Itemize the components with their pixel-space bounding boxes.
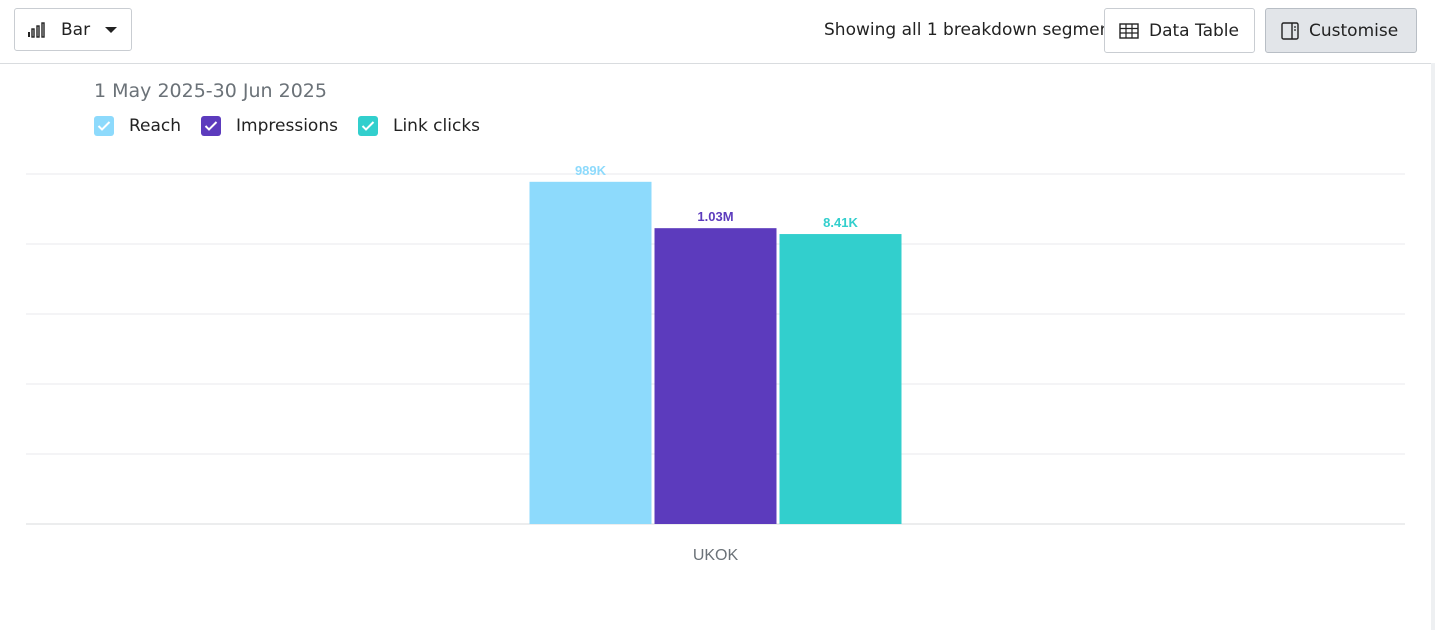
- category-label: UKOK: [693, 547, 739, 564]
- data-table-label: Data Table: [1149, 20, 1239, 41]
- legend-item-impressions[interactable]: Impressions: [201, 116, 338, 136]
- data-label: 1.03M: [697, 209, 733, 224]
- chart-type-label: Bar: [61, 19, 91, 40]
- data-label: 989K: [575, 163, 607, 178]
- legend-label: Impressions: [236, 116, 338, 136]
- checkbox-icon[interactable]: [201, 116, 222, 136]
- data-table-button[interactable]: Data Table: [1104, 8, 1255, 53]
- customise-label: Customise: [1309, 20, 1399, 41]
- checkbox-icon[interactable]: [357, 116, 378, 136]
- table-icon: [1119, 22, 1139, 39]
- legend-label: Reach: [129, 116, 182, 136]
- bar-reach[interactable]: [529, 181, 652, 524]
- bar-chart-icon: [28, 21, 45, 38]
- bar-link-clicks[interactable]: [779, 234, 902, 524]
- legend-item-reach[interactable]: Reach: [94, 116, 181, 136]
- customise-button[interactable]: Customise: [1265, 8, 1417, 53]
- scrollbar-track[interactable]: [1431, 63, 1435, 630]
- legend-item-link-clicks[interactable]: Link clicks: [357, 116, 481, 136]
- bar-chart: 989K 1.03M 8.41K UKOK: [26, 163, 1405, 564]
- data-label: 8.41K: [823, 215, 858, 230]
- date-range-label: 1 May 2025-30 Jun 2025: [94, 80, 327, 102]
- caret-down-icon: [105, 26, 118, 33]
- checkbox-icon[interactable]: [94, 116, 114, 136]
- legend-label: Link clicks: [392, 116, 481, 136]
- breakdown-segment-status: Showing all 1 breakdown segment: [824, 20, 1118, 40]
- bar-impressions[interactable]: [654, 228, 777, 525]
- chart-toolbar: Bar Showing all 1 breakdown segment Data…: [0, 0, 1433, 64]
- chart-type-dropdown[interactable]: Bar: [14, 8, 132, 51]
- panel-icon: [1281, 21, 1299, 40]
- chart-legend: Reach Impressions Link clicks: [94, 116, 500, 136]
